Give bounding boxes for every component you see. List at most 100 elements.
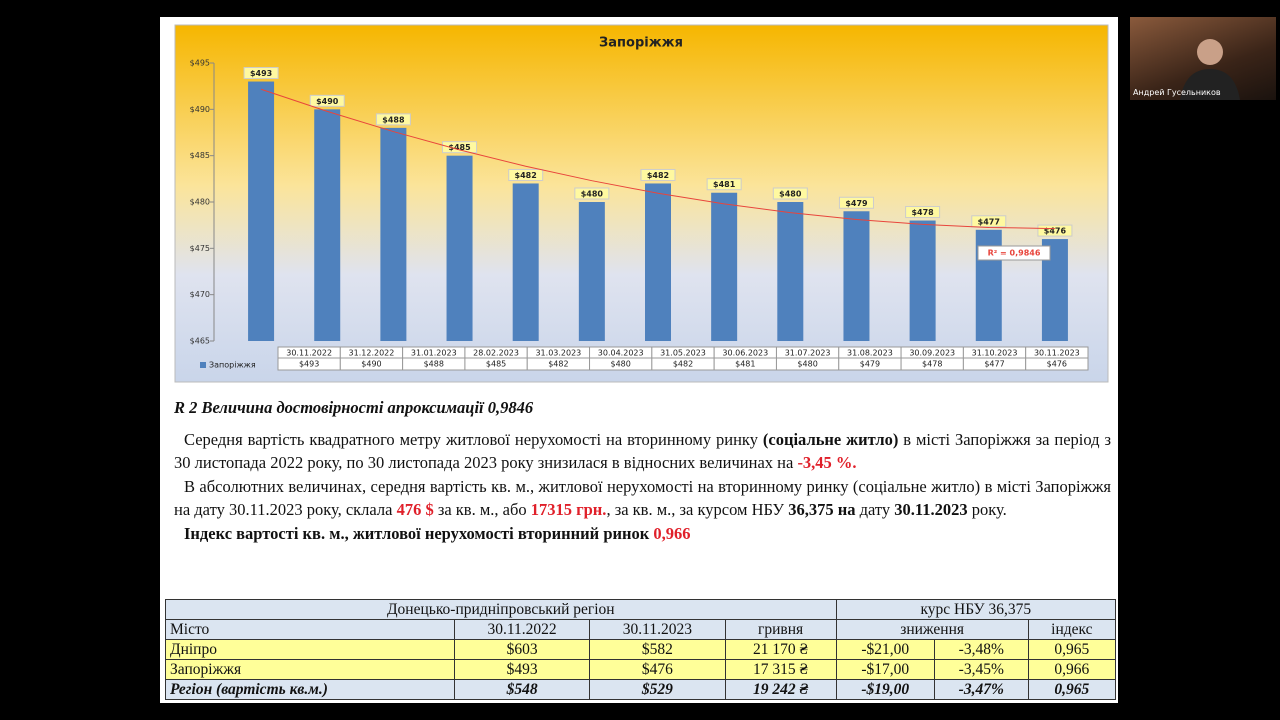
table-row: Регіон (вартість кв.м.) $548 $529 19 242 ₴ -… xyxy=(165,679,1117,700)
text-run: Індекс вартості кв. м., житлової нерухом… xyxy=(184,523,654,543)
table-cell: $529 xyxy=(589,679,726,700)
table-cell: $476 xyxy=(589,659,726,680)
chart: Запоріжжя $465 $470 $475 $480 $485 $490 $495 $4… xyxy=(174,24,1109,383)
table-cell: Донецько-придніпровський регіон xyxy=(165,599,837,620)
table-cell: Регіон (вартість кв.м.) xyxy=(165,679,455,700)
table-cell xyxy=(1025,357,1089,371)
data-label-box xyxy=(243,67,279,80)
table-cell: 0,965 xyxy=(1027,679,1117,700)
table-cell: $603 xyxy=(453,639,591,660)
data-label-box xyxy=(640,168,676,181)
table-row: Дніпро $603 $582 21 170 ₴ -$21,00 -3,48% 0,965 xyxy=(165,639,1117,660)
table-value: $481 xyxy=(735,360,755,369)
data-label-box xyxy=(971,215,1007,228)
table-value: $490 xyxy=(361,360,381,369)
bar xyxy=(314,109,341,341)
text-run: -3,45 %. xyxy=(797,453,857,472)
table-cell: -$17,00 xyxy=(835,659,935,680)
category-label: 30.09.2023 xyxy=(909,349,955,358)
table-cell: $582 xyxy=(589,639,726,660)
y-tick-label: $470 xyxy=(190,290,210,299)
legend-label: Запоріжжя xyxy=(209,361,256,370)
text-run: В абсолютних величинах, середня вартість… xyxy=(174,476,1111,520)
table-cell: -3,45% xyxy=(933,659,1029,680)
table-cell: 17 315 ₴ xyxy=(724,659,837,680)
table-cell: -3,48% xyxy=(933,639,1029,660)
table-cell: 0,965 xyxy=(1027,639,1117,660)
table-cell: курс НБУ 36,375 xyxy=(835,599,1117,620)
data-label: $490 xyxy=(316,97,339,106)
category-label: 31.05.2023 xyxy=(660,349,706,358)
table-value: $480 xyxy=(611,360,631,369)
text-run: року. xyxy=(967,500,1007,519)
data-label-box xyxy=(838,196,874,209)
category-label: 30.04.2023 xyxy=(598,349,644,358)
table-cell: 21 170 ₴ xyxy=(724,639,837,660)
table-cell: Запоріжжя xyxy=(165,659,455,680)
data-label-box xyxy=(905,206,941,219)
text-run: 17315 грн. xyxy=(530,500,607,519)
r2-box xyxy=(977,245,1051,261)
bar xyxy=(711,192,738,341)
data-label: $476 xyxy=(1044,227,1067,236)
y-tick-label: $495 xyxy=(190,59,210,68)
text-block: R 2 Величина достовірності апроксимації … xyxy=(174,396,1111,545)
data-label-box xyxy=(1037,224,1073,237)
bar xyxy=(777,202,804,341)
data-label: $493 xyxy=(250,69,272,78)
category-label: 30.06.2023 xyxy=(722,349,768,358)
table-cell: зниження xyxy=(835,619,1029,640)
data-label-box xyxy=(442,141,478,154)
table-row: Донецько-придніпровський регіон курс НБУ … xyxy=(165,599,1117,620)
bar xyxy=(512,183,539,341)
table-cell: 30.11.2023 xyxy=(589,619,726,640)
paragraph: Індекс вартості кв. м., житлової нерухом… xyxy=(174,522,1111,546)
text-run: Середня вартість квадратного метру житло… xyxy=(184,429,763,449)
table-value: $485 xyxy=(486,360,506,369)
data-label: $479 xyxy=(845,199,868,208)
table-cell: індекс xyxy=(1027,619,1117,640)
table-cell: -3,47% xyxy=(933,679,1029,700)
table-cell: 0,966 xyxy=(1027,659,1117,680)
category-label: 28.02.2023 xyxy=(473,349,519,358)
r2-label: R² = 0,9846 xyxy=(988,249,1041,258)
y-tick-label: $465 xyxy=(190,337,210,346)
table-cell: Місто xyxy=(165,619,455,640)
table-cell: $493 xyxy=(453,659,591,680)
bar xyxy=(645,183,671,341)
bar xyxy=(578,202,605,341)
table-value: $478 xyxy=(922,360,942,369)
bar xyxy=(843,211,870,341)
participant-video xyxy=(1180,39,1240,100)
text-run: в місті Запоріжжя за період з 30 листопа… xyxy=(174,429,1111,473)
table-row: Місто 30.11.2022 30.11.2023 гривня зниження і… xyxy=(165,619,1117,640)
table-value: $476 xyxy=(1047,360,1067,369)
data-label: $482 xyxy=(515,171,537,180)
data-label: $477 xyxy=(978,217,1000,226)
data-label: $478 xyxy=(911,208,934,217)
category-label: 31.01.2023 xyxy=(411,349,457,358)
text-run: 30.11.2023 xyxy=(894,500,968,519)
data-label-box xyxy=(508,168,544,181)
data-label-box xyxy=(309,94,345,107)
summary-table: Донецько-придніпровський регіон курс НБУ … xyxy=(165,599,1117,700)
category-label: 30.11.2022 xyxy=(286,349,332,358)
data-label-box xyxy=(772,187,808,200)
table-cell: 19 242 ₴ xyxy=(724,679,837,700)
bar xyxy=(909,220,936,341)
table-value: $482 xyxy=(548,360,568,369)
text-run: 36,375 на xyxy=(788,500,856,519)
text-run: (соціальне житло) xyxy=(762,429,899,449)
paragraph: Середня вартість квадратного метру житло… xyxy=(174,428,1111,475)
y-tick-label: $480 xyxy=(190,198,210,207)
category-label: 31.12.2022 xyxy=(349,349,395,358)
data-label-box xyxy=(375,113,411,126)
table-value: $493 xyxy=(299,360,319,369)
table-cell: $548 xyxy=(453,679,591,700)
table-cell: Дніпро xyxy=(165,639,455,660)
heading: R 2 Величина достовірності апроксимації … xyxy=(174,398,534,417)
bar xyxy=(248,81,275,342)
table-cell: -$21,00 xyxy=(835,639,935,660)
table-value: $477 xyxy=(984,360,1004,369)
